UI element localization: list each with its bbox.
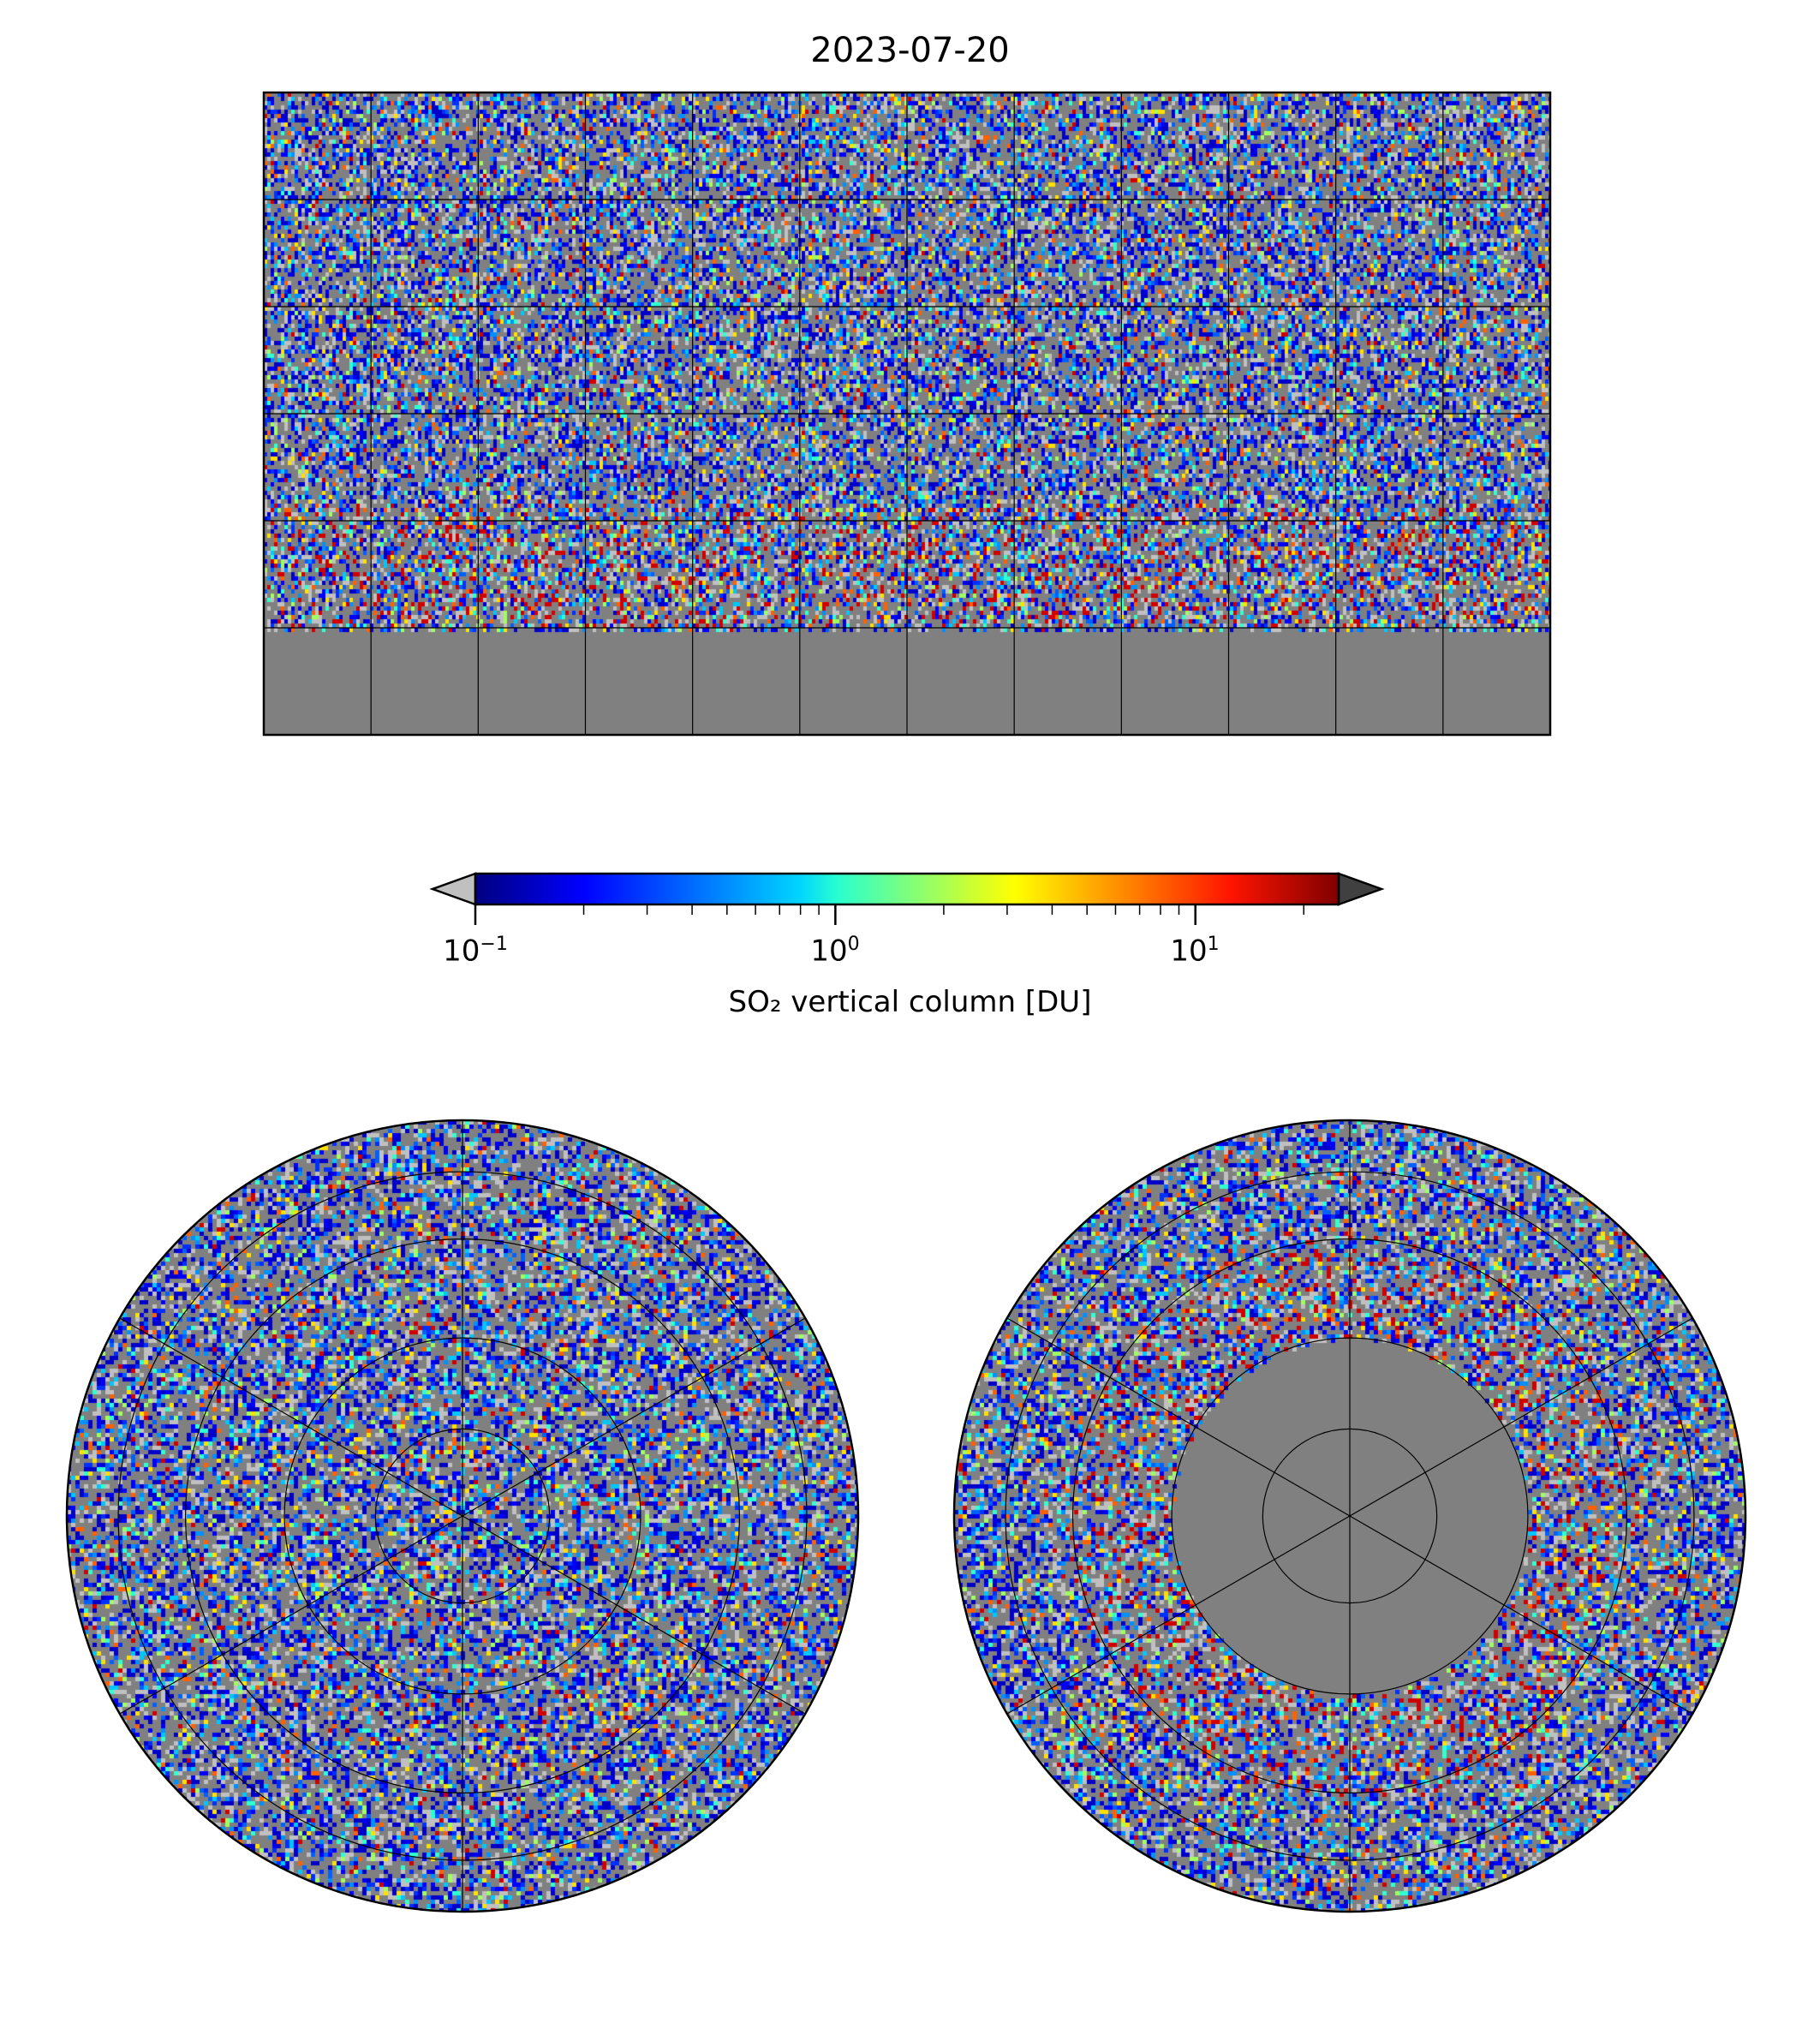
polar-map-frame — [65, 1119, 860, 1913]
colorbar-tick-label: 101 — [1170, 934, 1220, 969]
colorbar-ticks — [474, 904, 1305, 925]
meridian-line — [1006, 1317, 1351, 1517]
meridian-line — [1349, 1515, 1693, 1715]
polar-map-frame — [952, 1119, 1747, 1913]
meridian-line — [462, 1515, 806, 1715]
colorbar-label: SO₂ vertical column [DU] — [728, 985, 1092, 1019]
colorbar-under-extension — [429, 872, 477, 906]
colorbar-over-extension — [1337, 872, 1385, 906]
global-gridlines — [264, 92, 1550, 735]
global-map-frame — [262, 91, 1552, 737]
meridian-line — [1006, 1515, 1351, 1715]
meridian-line — [119, 1515, 463, 1715]
meridian-line — [462, 1317, 806, 1517]
colorbar-tick-label: 10−1 — [443, 934, 508, 969]
meridian-line — [119, 1317, 463, 1517]
polar-gridlines — [65, 1119, 1747, 1913]
colorbar — [474, 872, 1340, 906]
meridian-line — [1349, 1317, 1693, 1517]
figure-title: 2023-07-20 — [810, 31, 1010, 70]
colorbar-tick-label: 100 — [810, 934, 860, 969]
